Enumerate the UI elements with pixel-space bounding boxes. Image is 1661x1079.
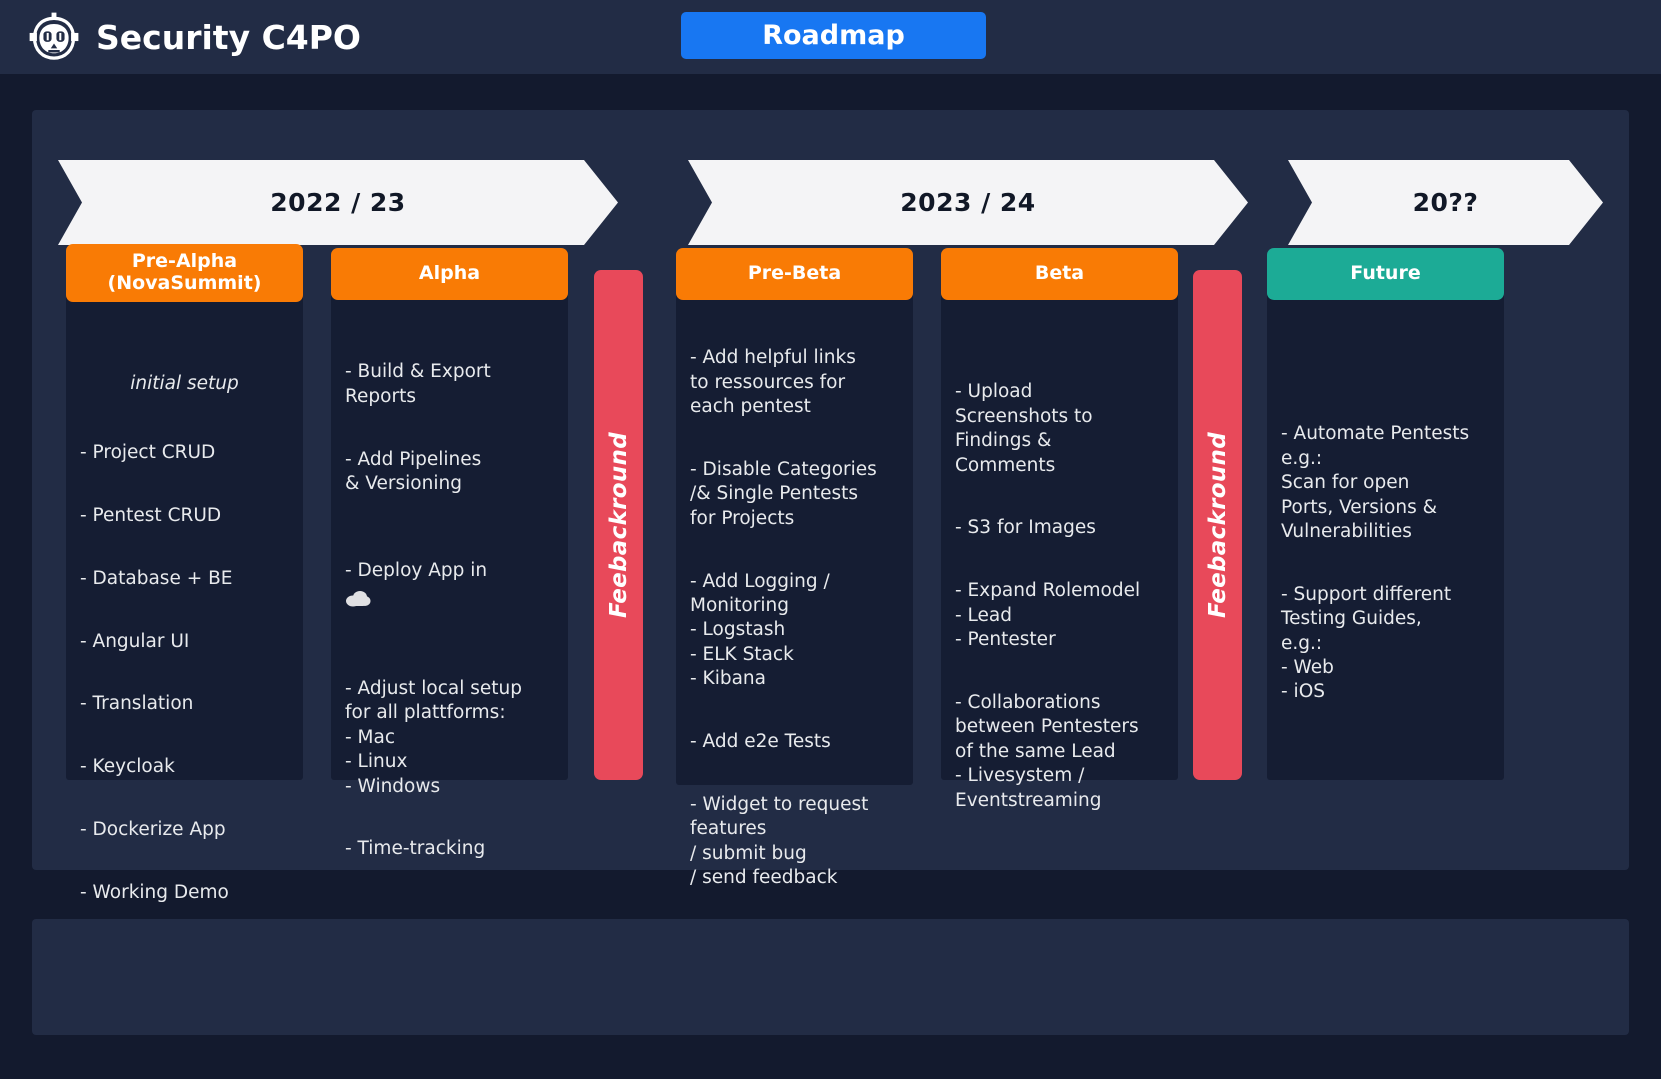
timeline-banner: 2022 / 23 2023 / 24 20?? bbox=[58, 160, 1603, 245]
roadmap-panel: 2022 / 23 2023 / 24 20?? Pre-Alpha (Nova… bbox=[32, 110, 1629, 995]
list-item: - Pentest CRUD bbox=[80, 505, 222, 527]
column-body-alpha: - Build & Export Reports - Add Pipelines… bbox=[331, 318, 568, 1036]
column-alpha: Alpha - Build & Export Reports - Add Pip… bbox=[331, 248, 568, 995]
column-body-beta: - Upload Screenshots to Findings & Comme… bbox=[941, 318, 1178, 851]
list-item: - Expand Rolemodel - Lead - Pentester bbox=[955, 580, 1141, 651]
brand: Security C4PO bbox=[28, 11, 361, 63]
column-header-future: Future bbox=[1267, 248, 1504, 300]
list-item: - Translation bbox=[80, 693, 194, 715]
column-header-pre-beta: Pre-Beta bbox=[676, 248, 913, 300]
list-item: - Deploy App in bbox=[345, 535, 554, 639]
list-item: - Collaborations between Pentesters of t… bbox=[955, 691, 1139, 811]
roadmap-button[interactable]: Roadmap bbox=[681, 12, 986, 59]
list-item: - Dockerize App bbox=[80, 819, 226, 841]
robot-icon bbox=[28, 11, 80, 63]
list-item: - Project CRUD bbox=[80, 442, 216, 464]
list-item: - Widget to request features / submit bu… bbox=[690, 793, 869, 889]
column-pre-beta: Pre-Beta - Add helpful links to ressourc… bbox=[676, 248, 913, 888]
list-item: - Angular UI bbox=[80, 630, 190, 652]
column-header-beta: Beta bbox=[941, 248, 1178, 300]
column-title-pre-alpha: Pre-Alpha (NovaSummit) bbox=[107, 250, 262, 294]
list-item: - Add e2e Tests bbox=[690, 731, 831, 753]
column-body-pre-alpha: initial setup - Project CRUD - Pentest C… bbox=[66, 318, 303, 944]
list-item: - S3 for Images bbox=[955, 517, 1096, 539]
list-item: - Disable Categories /& Single Pentests … bbox=[690, 459, 877, 529]
cloud-icon bbox=[345, 590, 371, 612]
column-body-pre-beta: - Add helpful links to ressources for ea… bbox=[676, 318, 913, 929]
column-beta: Beta - Upload Screenshots to Findings & … bbox=[941, 248, 1178, 811]
list-item: - Add helpful links to ressources for ea… bbox=[690, 347, 856, 418]
list-item: - Keycloak bbox=[80, 756, 175, 778]
column-title-beta: Beta bbox=[1034, 262, 1085, 285]
brand-title: Security C4PO bbox=[96, 17, 361, 57]
timeline-phase-3: 20?? bbox=[1288, 160, 1603, 245]
feedback-bar-label: Feebackround bbox=[605, 432, 632, 618]
timeline-phase-2: 2023 / 24 bbox=[688, 160, 1248, 245]
column-title-future: Future bbox=[1350, 262, 1421, 285]
list-item: - Working Demo bbox=[80, 881, 229, 903]
column-header-alpha: Alpha bbox=[331, 248, 568, 300]
footer-panel bbox=[32, 919, 1629, 1035]
list-item: - Add Pipelines & Versioning bbox=[345, 448, 482, 495]
feedback-bar-2: Feebackround bbox=[1193, 270, 1242, 780]
top-bar: Security C4PO Roadmap bbox=[0, 0, 1661, 74]
roadmap-columns: Pre-Alpha (NovaSummit) initial setup - P… bbox=[66, 244, 1596, 995]
column-header-pre-alpha: Pre-Alpha (NovaSummit) bbox=[66, 244, 303, 302]
column-title-pre-beta: Pre-Beta bbox=[747, 262, 842, 285]
column-body-future: - Automate Pentests e.g.: Scan for open … bbox=[1267, 318, 1504, 743]
list-item: - Add Logging / Monitoring - Logstash - … bbox=[690, 570, 830, 690]
list-item: - Database + BE bbox=[80, 567, 233, 589]
list-item: - Build & Export Reports bbox=[345, 361, 491, 407]
pre-alpha-intro: initial setup bbox=[130, 373, 239, 395]
list-item: - Adjust local setup for all plattforms:… bbox=[345, 677, 522, 797]
list-item: - Time-tracking bbox=[345, 838, 486, 860]
timeline-phase-1: 2022 / 23 bbox=[58, 160, 618, 245]
column-pre-alpha: Pre-Alpha (NovaSummit) initial setup - P… bbox=[66, 244, 303, 903]
column-title-alpha: Alpha bbox=[418, 262, 481, 285]
list-item: - Upload Screenshots to Findings & Comme… bbox=[955, 381, 1093, 476]
feedback-bar-1: Feebackround bbox=[594, 270, 643, 780]
list-item: - Support different Testing Guides, e.g.… bbox=[1281, 583, 1452, 703]
deploy-app-label: - Deploy App in bbox=[345, 560, 488, 582]
column-future: Future - Automate Pentests e.g.: Scan fo… bbox=[1267, 248, 1504, 780]
feedback-bar-label: Feebackround bbox=[1204, 432, 1231, 618]
list-item: - Automate Pentests e.g.: Scan for open … bbox=[1281, 423, 1470, 543]
